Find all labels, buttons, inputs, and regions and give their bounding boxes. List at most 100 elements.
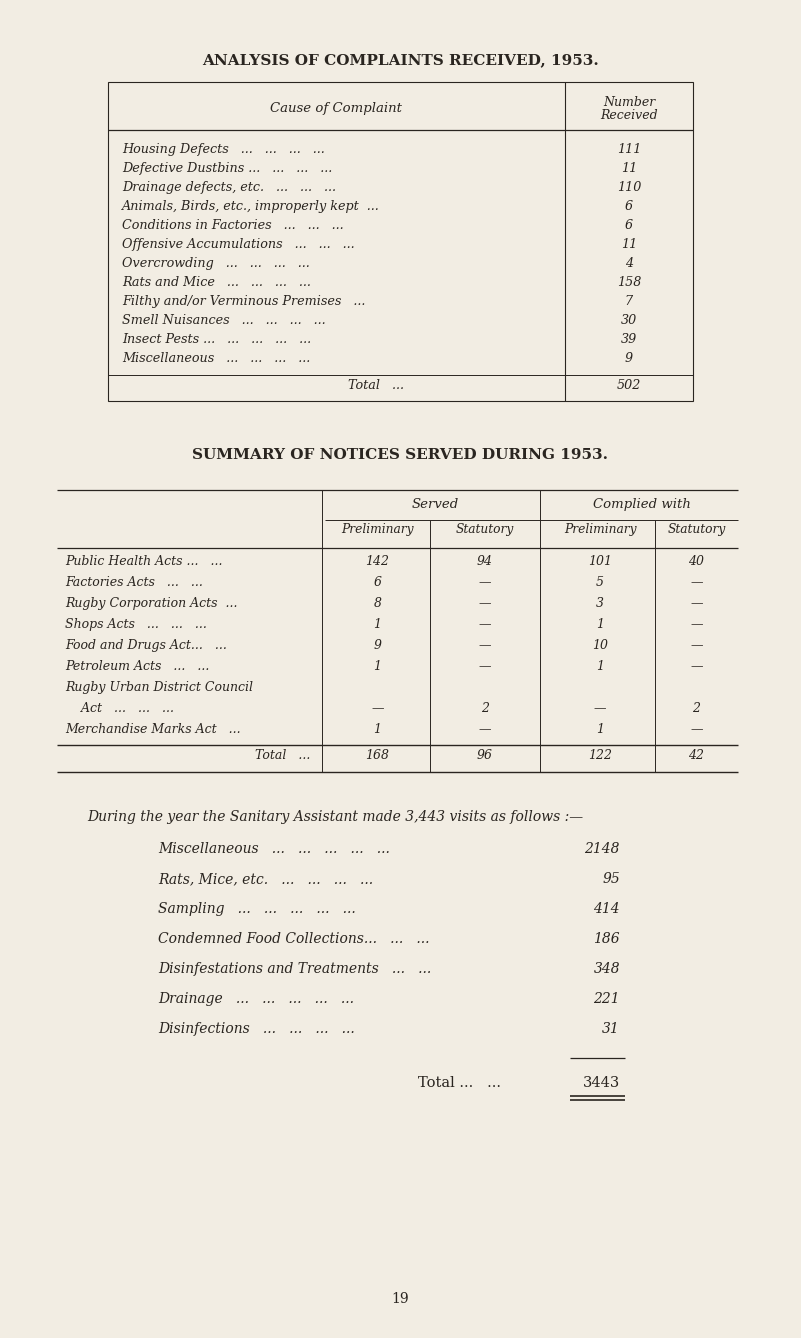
- Text: Total ...   ...: Total ... ...: [418, 1076, 501, 1090]
- Text: 10: 10: [592, 640, 608, 652]
- Bar: [108, 82, 693, 401]
- Text: Miscellaneous   ...   ...   ...   ...: Miscellaneous ... ... ... ...: [122, 352, 310, 365]
- Text: Drainage defects, etc.   ...   ...   ...: Drainage defects, etc. ... ... ...: [122, 181, 336, 194]
- Text: SUMMARY OF NOTICES SERVED DURING 1953.: SUMMARY OF NOTICES SERVED DURING 1953.: [192, 448, 608, 462]
- Text: Merchandise Marks Act   ...: Merchandise Marks Act ...: [65, 723, 240, 736]
- Text: 11: 11: [621, 162, 637, 175]
- Text: 2148: 2148: [585, 842, 620, 856]
- Text: 4: 4: [625, 257, 633, 270]
- Text: Miscellaneous   ...   ...   ...   ...   ...: Miscellaneous ... ... ... ... ...: [158, 842, 390, 856]
- Text: 42: 42: [689, 749, 705, 763]
- Text: 414: 414: [594, 902, 620, 917]
- Text: —: —: [479, 597, 491, 610]
- Text: Rugby Urban District Council: Rugby Urban District Council: [65, 681, 253, 694]
- Text: 19: 19: [391, 1293, 409, 1306]
- Text: —: —: [690, 597, 702, 610]
- Text: 142: 142: [365, 555, 389, 569]
- Text: —: —: [594, 702, 606, 714]
- Text: 31: 31: [602, 1022, 620, 1036]
- Text: 3: 3: [596, 597, 604, 610]
- Text: Petroleum Acts   ...   ...: Petroleum Acts ... ...: [65, 660, 209, 673]
- Text: 2: 2: [693, 702, 701, 714]
- Text: Food and Drugs Act...   ...: Food and Drugs Act... ...: [65, 640, 227, 652]
- Text: Conditions in Factories   ...   ...   ...: Conditions in Factories ... ... ...: [122, 219, 344, 231]
- Text: 348: 348: [594, 962, 620, 975]
- Text: 94: 94: [477, 555, 493, 569]
- Text: 40: 40: [689, 555, 705, 569]
- Text: 186: 186: [594, 933, 620, 946]
- Text: —: —: [479, 660, 491, 673]
- Text: Factories Acts   ...   ...: Factories Acts ... ...: [65, 575, 203, 589]
- Text: 6: 6: [373, 575, 381, 589]
- Text: Disinfections   ...   ...   ...   ...: Disinfections ... ... ... ...: [158, 1022, 355, 1036]
- Text: —: —: [690, 660, 702, 673]
- Text: Animals, Birds, etc., improperly kept  ...: Animals, Birds, etc., improperly kept ..…: [122, 199, 380, 213]
- Text: Defective Dustbins ...   ...   ...   ...: Defective Dustbins ... ... ... ...: [122, 162, 332, 175]
- Text: 111: 111: [617, 143, 641, 157]
- Text: 96: 96: [477, 749, 493, 763]
- Text: Filthy and/or Verminous Premises   ...: Filthy and/or Verminous Premises ...: [122, 294, 365, 308]
- Text: —: —: [479, 575, 491, 589]
- Text: Statutory: Statutory: [456, 523, 514, 537]
- Text: Total   ...: Total ...: [255, 749, 310, 763]
- Text: —: —: [479, 618, 491, 632]
- Text: Cause of Complaint: Cause of Complaint: [271, 102, 402, 115]
- Text: Rugby Corporation Acts  ...: Rugby Corporation Acts ...: [65, 597, 238, 610]
- Text: 110: 110: [617, 181, 641, 194]
- Text: —: —: [690, 618, 702, 632]
- Text: 5: 5: [596, 575, 604, 589]
- Text: —: —: [479, 723, 491, 736]
- Text: 1: 1: [596, 660, 604, 673]
- Text: Shops Acts   ...   ...   ...: Shops Acts ... ... ...: [65, 618, 207, 632]
- Text: Statutory: Statutory: [667, 523, 726, 537]
- Text: Rats and Mice   ...   ...   ...   ...: Rats and Mice ... ... ... ...: [122, 276, 311, 289]
- Text: Insect Pests ...   ...   ...   ...   ...: Insect Pests ... ... ... ... ...: [122, 333, 311, 347]
- Text: 95: 95: [602, 872, 620, 886]
- Text: Received: Received: [600, 108, 658, 122]
- Text: Overcrowding   ...   ...   ...   ...: Overcrowding ... ... ... ...: [122, 257, 310, 270]
- Text: Preliminary: Preliminary: [341, 523, 414, 537]
- Text: 1: 1: [373, 723, 381, 736]
- Text: Number: Number: [603, 96, 655, 108]
- Text: 6: 6: [625, 219, 633, 231]
- Text: Act   ...   ...   ...: Act ... ... ...: [65, 702, 174, 714]
- Text: 158: 158: [617, 276, 641, 289]
- Text: 9: 9: [373, 640, 381, 652]
- Text: Public Health Acts ...   ...: Public Health Acts ... ...: [65, 555, 223, 569]
- Text: 3443: 3443: [583, 1076, 620, 1090]
- Text: Preliminary: Preliminary: [564, 523, 636, 537]
- Text: 11: 11: [621, 238, 637, 252]
- Text: 502: 502: [617, 379, 641, 392]
- Text: Drainage   ...   ...   ...   ...   ...: Drainage ... ... ... ... ...: [158, 991, 354, 1006]
- Text: 1: 1: [596, 618, 604, 632]
- Text: 6: 6: [625, 199, 633, 213]
- Text: 7: 7: [625, 294, 633, 308]
- Text: ANALYSIS OF COMPLAINTS RECEIVED, 1953.: ANALYSIS OF COMPLAINTS RECEIVED, 1953.: [202, 54, 598, 67]
- Text: 39: 39: [621, 333, 637, 347]
- Text: Offensive Accumulations   ...   ...   ...: Offensive Accumulations ... ... ...: [122, 238, 355, 252]
- Text: Total   ...: Total ...: [348, 379, 405, 392]
- Text: Condemned Food Collections...   ...   ...: Condemned Food Collections... ... ...: [158, 933, 429, 946]
- Text: 101: 101: [588, 555, 612, 569]
- Text: 2: 2: [481, 702, 489, 714]
- Text: 30: 30: [621, 314, 637, 326]
- Text: 221: 221: [594, 991, 620, 1006]
- Text: 1: 1: [596, 723, 604, 736]
- Text: —: —: [690, 640, 702, 652]
- Text: 122: 122: [588, 749, 612, 763]
- Text: Served: Served: [412, 498, 459, 511]
- Text: Rats, Mice, etc.   ...   ...   ...   ...: Rats, Mice, etc. ... ... ... ...: [158, 872, 373, 886]
- Text: 1: 1: [373, 618, 381, 632]
- Text: 8: 8: [373, 597, 381, 610]
- Text: Sampling   ...   ...   ...   ...   ...: Sampling ... ... ... ... ...: [158, 902, 356, 917]
- Text: Housing Defects   ...   ...   ...   ...: Housing Defects ... ... ... ...: [122, 143, 324, 157]
- Text: 1: 1: [373, 660, 381, 673]
- Text: Complied with: Complied with: [593, 498, 690, 511]
- Text: —: —: [371, 702, 384, 714]
- Text: 168: 168: [365, 749, 389, 763]
- Text: 9: 9: [625, 352, 633, 365]
- Text: During the year the Sanitary Assistant made 3,443 visits as follows :—: During the year the Sanitary Assistant m…: [87, 809, 583, 824]
- Text: Smell Nuisances   ...   ...   ...   ...: Smell Nuisances ... ... ... ...: [122, 314, 326, 326]
- Text: Disinfestations and Treatments   ...   ...: Disinfestations and Treatments ... ...: [158, 962, 431, 975]
- Text: —: —: [690, 723, 702, 736]
